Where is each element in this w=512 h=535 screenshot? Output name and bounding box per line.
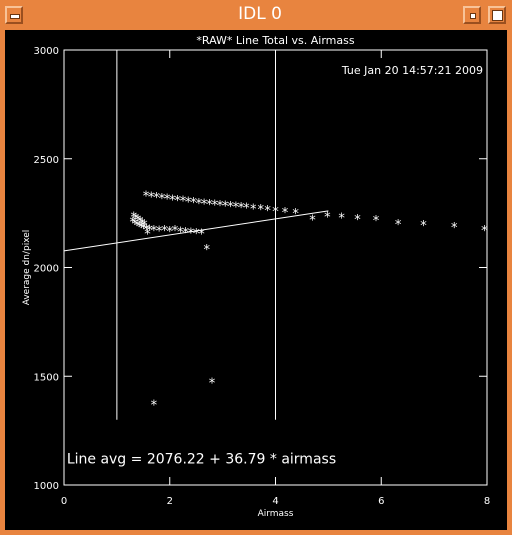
data-point: *	[309, 214, 316, 229]
data-point: *	[324, 210, 331, 225]
maximize-button[interactable]	[488, 6, 506, 24]
data-point: *	[257, 203, 264, 218]
data-point: *	[282, 206, 289, 221]
data-point: *	[159, 192, 166, 207]
data-point: *	[136, 220, 143, 235]
data-point: *	[243, 202, 250, 217]
x-axis-label: Airmass	[258, 509, 294, 519]
scatter-plot: 0 2 4 6 8 1000 1500 2000 2500 3000 *RAW* Line Tota…	[22, 34, 490, 519]
data-point: *	[420, 219, 427, 234]
window-title: IDL 0	[238, 4, 282, 24]
data-point: *	[233, 201, 240, 216]
data-point: *	[180, 195, 187, 210]
y-tick-label: 2500	[34, 155, 59, 166]
data-point: *	[188, 227, 195, 242]
x-tick-label: 4	[272, 496, 278, 507]
data-point: *	[148, 191, 155, 206]
plot-area: 0 2 4 6 8 1000 1500 2000 2500 3000 *RAW* Line Tota…	[5, 30, 507, 530]
y-tick-label: 1000	[34, 481, 59, 492]
data-point: *	[481, 224, 488, 239]
data-point: *	[373, 214, 380, 229]
y-tick-label: 2000	[34, 264, 59, 275]
title-bar[interactable]: IDL 0	[0, 0, 512, 30]
y-tick-label: 3000	[34, 46, 59, 57]
data-point: *	[292, 207, 299, 222]
data-point: *	[196, 197, 203, 212]
data-point: *	[227, 200, 234, 215]
data-point: *	[151, 224, 158, 239]
data-point: *	[338, 211, 345, 226]
data-point: *	[139, 217, 146, 232]
data-point: *	[354, 213, 361, 228]
x-tick-label: 6	[378, 496, 384, 507]
data-point: *	[238, 201, 245, 216]
data-point: *	[146, 223, 153, 238]
window-menu-icon	[10, 14, 20, 19]
data-point: *	[156, 224, 163, 239]
window-menu-button[interactable]	[5, 6, 23, 24]
y-axis-label: Average dn/pixel	[22, 230, 32, 306]
data-point: *	[222, 199, 229, 214]
data-point: *	[185, 196, 192, 211]
data-point: *	[395, 218, 402, 233]
data-point: *	[272, 205, 279, 220]
data-point: *	[177, 226, 184, 241]
data-point: *	[144, 228, 151, 243]
data-point: *	[143, 223, 150, 238]
data-point: *	[137, 215, 144, 230]
data-point: *	[217, 199, 224, 214]
data-point: *	[141, 218, 148, 233]
data-point: *	[153, 191, 160, 206]
data-point: *	[161, 224, 168, 239]
data-point: *	[151, 398, 158, 413]
data-point: *	[211, 198, 218, 213]
fit-equation-label: Line avg = 2076.22 + 36.79 * airmass	[67, 451, 336, 467]
data-point: *	[204, 243, 211, 258]
data-point: *	[201, 197, 208, 212]
minimize-button[interactable]	[463, 6, 481, 24]
fit-line	[63, 210, 329, 252]
data-point: *	[169, 193, 176, 208]
data-point: *	[134, 219, 141, 234]
data-point: *	[193, 227, 200, 242]
data-point: *	[209, 377, 216, 392]
data-point: *	[164, 192, 171, 207]
data-point: *	[133, 212, 140, 227]
data-point: *	[451, 221, 458, 236]
data-point: *	[129, 216, 136, 231]
x-tick-label: 8	[484, 496, 490, 507]
data-point: *	[250, 202, 257, 217]
data-point: *	[172, 224, 179, 239]
data-point: *	[198, 228, 205, 243]
data-point: *	[167, 225, 174, 240]
minimize-icon	[470, 13, 476, 19]
data-point: *	[182, 226, 189, 241]
data-point: *	[190, 196, 197, 211]
data-point: *	[174, 194, 181, 209]
data-point: *	[264, 204, 271, 219]
y-tick-label: 1500	[34, 372, 59, 383]
data-point: *	[206, 198, 213, 213]
timestamp-label: Tue Jan 20 14:57:21 2009	[341, 64, 483, 77]
data-point: *	[131, 210, 138, 225]
x-tick-label: 2	[167, 496, 173, 507]
data-point: *	[138, 221, 145, 236]
x-tick-label: 0	[61, 496, 67, 507]
data-point: *	[135, 214, 142, 229]
data-point: *	[140, 222, 147, 237]
chart-title: *RAW* Line Total vs. Airmass	[196, 34, 354, 47]
data-point: *	[143, 190, 150, 205]
maximize-icon	[492, 10, 503, 21]
data-point: *	[132, 217, 139, 232]
